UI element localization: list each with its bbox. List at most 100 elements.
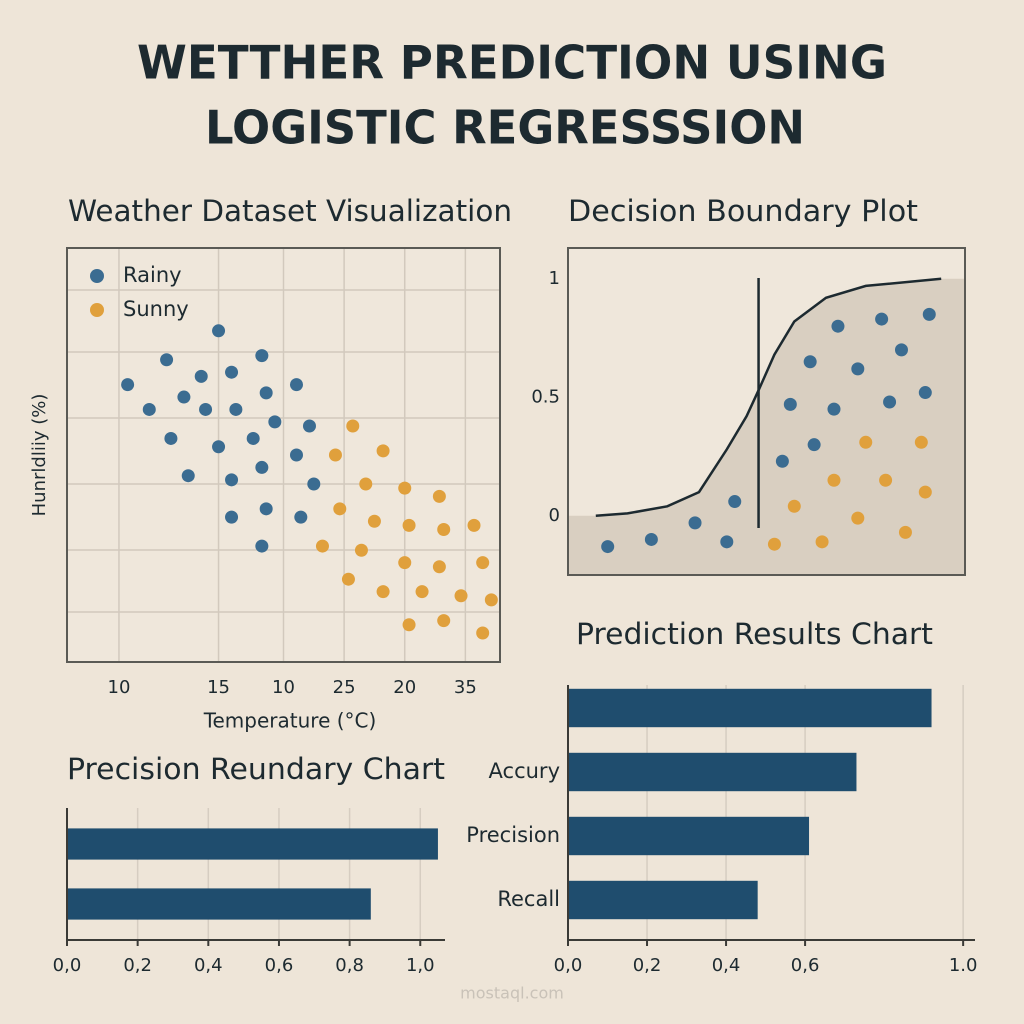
x-tick-label: 20 <box>393 677 416 698</box>
category-label: Precision <box>466 823 560 847</box>
data-point <box>827 402 841 416</box>
category-label: Accury <box>489 759 560 783</box>
data-point <box>225 473 239 487</box>
data-point <box>289 378 303 392</box>
data-point <box>918 485 932 499</box>
data-point <box>484 593 498 607</box>
data-point <box>914 435 928 449</box>
data-point <box>346 419 360 433</box>
x-tick-label: 25 <box>333 677 356 698</box>
data-point <box>898 525 912 539</box>
data-point <box>432 560 446 574</box>
data-point <box>194 369 208 383</box>
bar <box>67 888 371 920</box>
data-point <box>255 460 269 474</box>
data-point <box>341 572 355 586</box>
data-point <box>259 502 273 516</box>
data-point <box>229 402 243 416</box>
sigmoid-curve <box>595 277 942 518</box>
main-title: WETTHER PREDICTION USING <box>137 36 887 90</box>
shaded-region <box>568 278 965 575</box>
chart-title: Decision Boundary Plot <box>568 194 918 228</box>
bar <box>568 880 758 920</box>
data-point <box>803 355 817 369</box>
main-title: LOGISTIC REGRESSSION <box>205 101 805 155</box>
data-point <box>644 532 658 546</box>
data-point <box>177 390 191 404</box>
plot-frame <box>66 247 501 663</box>
data-point <box>302 419 316 433</box>
data-point <box>922 307 936 321</box>
data-point <box>181 469 195 483</box>
data-point <box>225 510 239 524</box>
data-point <box>359 477 373 491</box>
x-tick-label: 0,0 <box>554 955 583 976</box>
watermark: mostaql.com <box>460 984 564 1003</box>
data-point <box>225 365 239 379</box>
data-point <box>831 319 845 333</box>
legend-label: Rainy <box>123 263 182 287</box>
bar <box>568 816 810 856</box>
x-tick-label: 15 <box>207 677 230 698</box>
data-point <box>212 324 226 338</box>
data-point <box>894 343 908 357</box>
data-point <box>268 415 282 429</box>
data-point <box>160 353 174 367</box>
data-point <box>367 514 381 528</box>
data-point <box>142 402 156 416</box>
data-point <box>398 556 412 570</box>
data-point <box>354 543 368 557</box>
x-tick-label: 0,2 <box>633 955 662 976</box>
x-tick-label: 10 <box>108 677 131 698</box>
data-point <box>376 585 390 599</box>
x-tick-label: 0,0 <box>53 955 82 976</box>
data-point <box>688 516 702 530</box>
data-point <box>467 518 481 532</box>
data-point <box>402 518 416 532</box>
data-point <box>883 395 897 409</box>
data-point <box>164 431 178 445</box>
data-point <box>328 448 342 462</box>
chart-title: Weather Dataset Visualization <box>68 194 512 228</box>
data-point <box>432 489 446 503</box>
data-point <box>199 402 213 416</box>
data-point <box>476 626 490 640</box>
x-tick-label: 0,6 <box>791 955 820 976</box>
data-point <box>402 618 416 632</box>
data-point <box>807 438 821 452</box>
data-point <box>333 502 347 516</box>
bar <box>568 752 857 792</box>
data-point <box>437 523 451 537</box>
x-tick-label: 0,8 <box>335 955 364 976</box>
y-tick-label: 1 <box>549 268 560 289</box>
data-point <box>879 473 893 487</box>
x-tick-label: 0,4 <box>712 955 741 976</box>
legend-marker <box>90 303 104 317</box>
data-point <box>376 444 390 458</box>
data-point <box>875 312 889 326</box>
data-point <box>121 378 135 392</box>
data-point <box>246 431 260 445</box>
x-tick-label: 0,6 <box>265 955 294 976</box>
data-point <box>259 386 273 400</box>
data-point <box>815 535 829 549</box>
x-tick-label: 0,2 <box>123 955 152 976</box>
bar <box>67 828 438 860</box>
data-point <box>918 386 932 400</box>
data-point <box>601 540 615 554</box>
data-point <box>859 435 873 449</box>
data-point <box>294 510 308 524</box>
data-point <box>315 539 329 553</box>
legend-marker <box>90 269 104 283</box>
data-point <box>307 477 321 491</box>
data-point <box>212 440 226 454</box>
data-point <box>775 454 789 468</box>
data-point <box>767 537 781 551</box>
x-tick-label: 0,4 <box>194 955 223 976</box>
data-point <box>255 349 269 363</box>
x-tick-label: 35 <box>454 677 477 698</box>
data-point <box>454 589 468 603</box>
y-tick-label: 0 <box>549 505 560 526</box>
data-point <box>827 473 841 487</box>
data-point <box>476 556 490 570</box>
